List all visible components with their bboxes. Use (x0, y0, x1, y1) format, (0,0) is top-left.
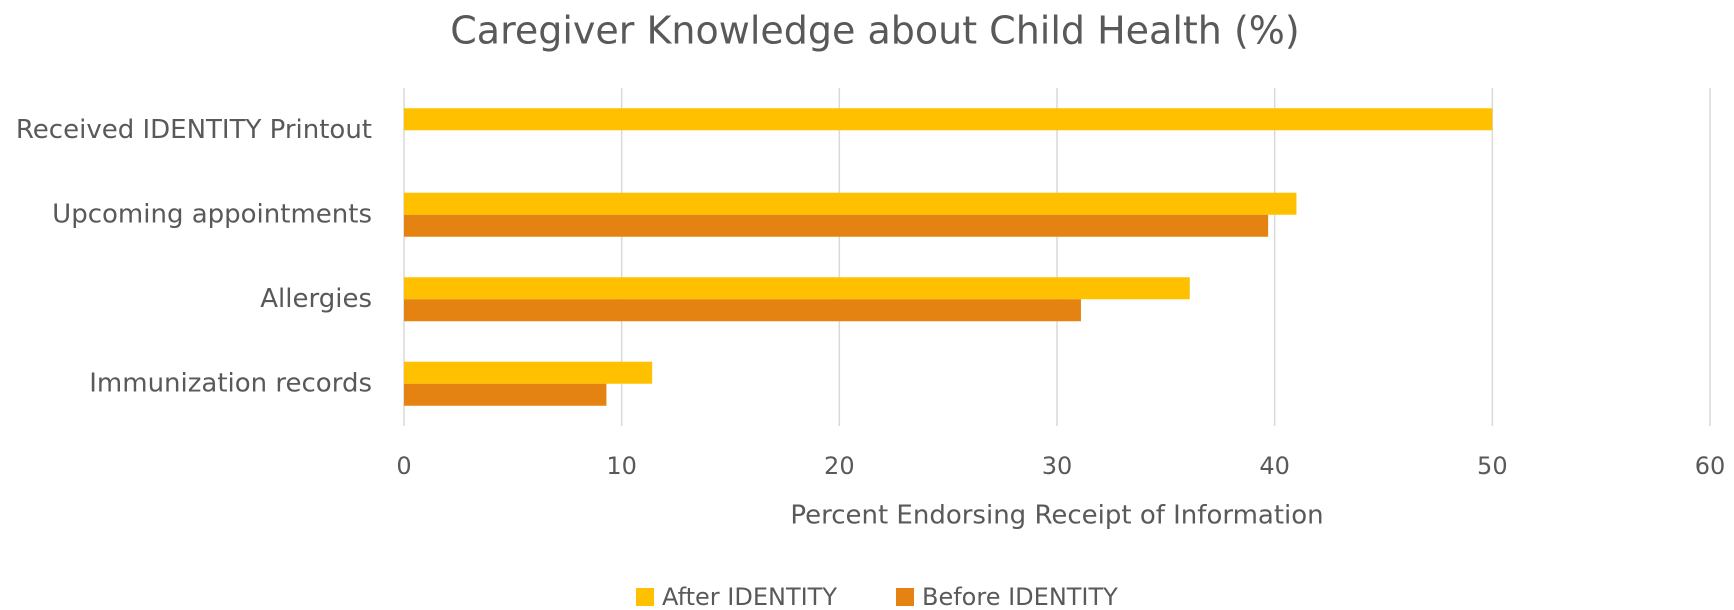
y-tick-label: Allergies (260, 284, 372, 314)
x-axis-label: Percent Endorsing Receipt of Information (790, 501, 1323, 531)
legend-label: After IDENTITY (662, 583, 837, 610)
y-tick-label: Immunization records (89, 368, 372, 398)
y-tick-label: Upcoming appointments (52, 199, 372, 229)
legend-swatch (896, 588, 914, 606)
x-tick-label: 40 (1259, 452, 1290, 480)
bar (404, 108, 1493, 131)
x-tick-label: 20 (824, 452, 855, 480)
legend-label: Before IDENTITY (922, 583, 1118, 610)
bar (404, 277, 1190, 300)
x-tick-label: 50 (1477, 452, 1508, 480)
x-tick-label: 30 (1042, 452, 1073, 480)
chart-title: Caregiver Knowledge about Child Health (… (450, 9, 1299, 53)
y-tick-label: Received IDENTITY Printout (16, 115, 372, 145)
legend-swatch (636, 588, 654, 606)
x-tick-label: 60 (1695, 452, 1726, 480)
bar (404, 192, 1297, 215)
bar (404, 383, 607, 406)
x-tick-label: 10 (606, 452, 637, 480)
bar (404, 299, 1081, 322)
x-tick-label: 0 (396, 452, 411, 480)
bar (404, 214, 1269, 237)
bar (404, 361, 653, 384)
